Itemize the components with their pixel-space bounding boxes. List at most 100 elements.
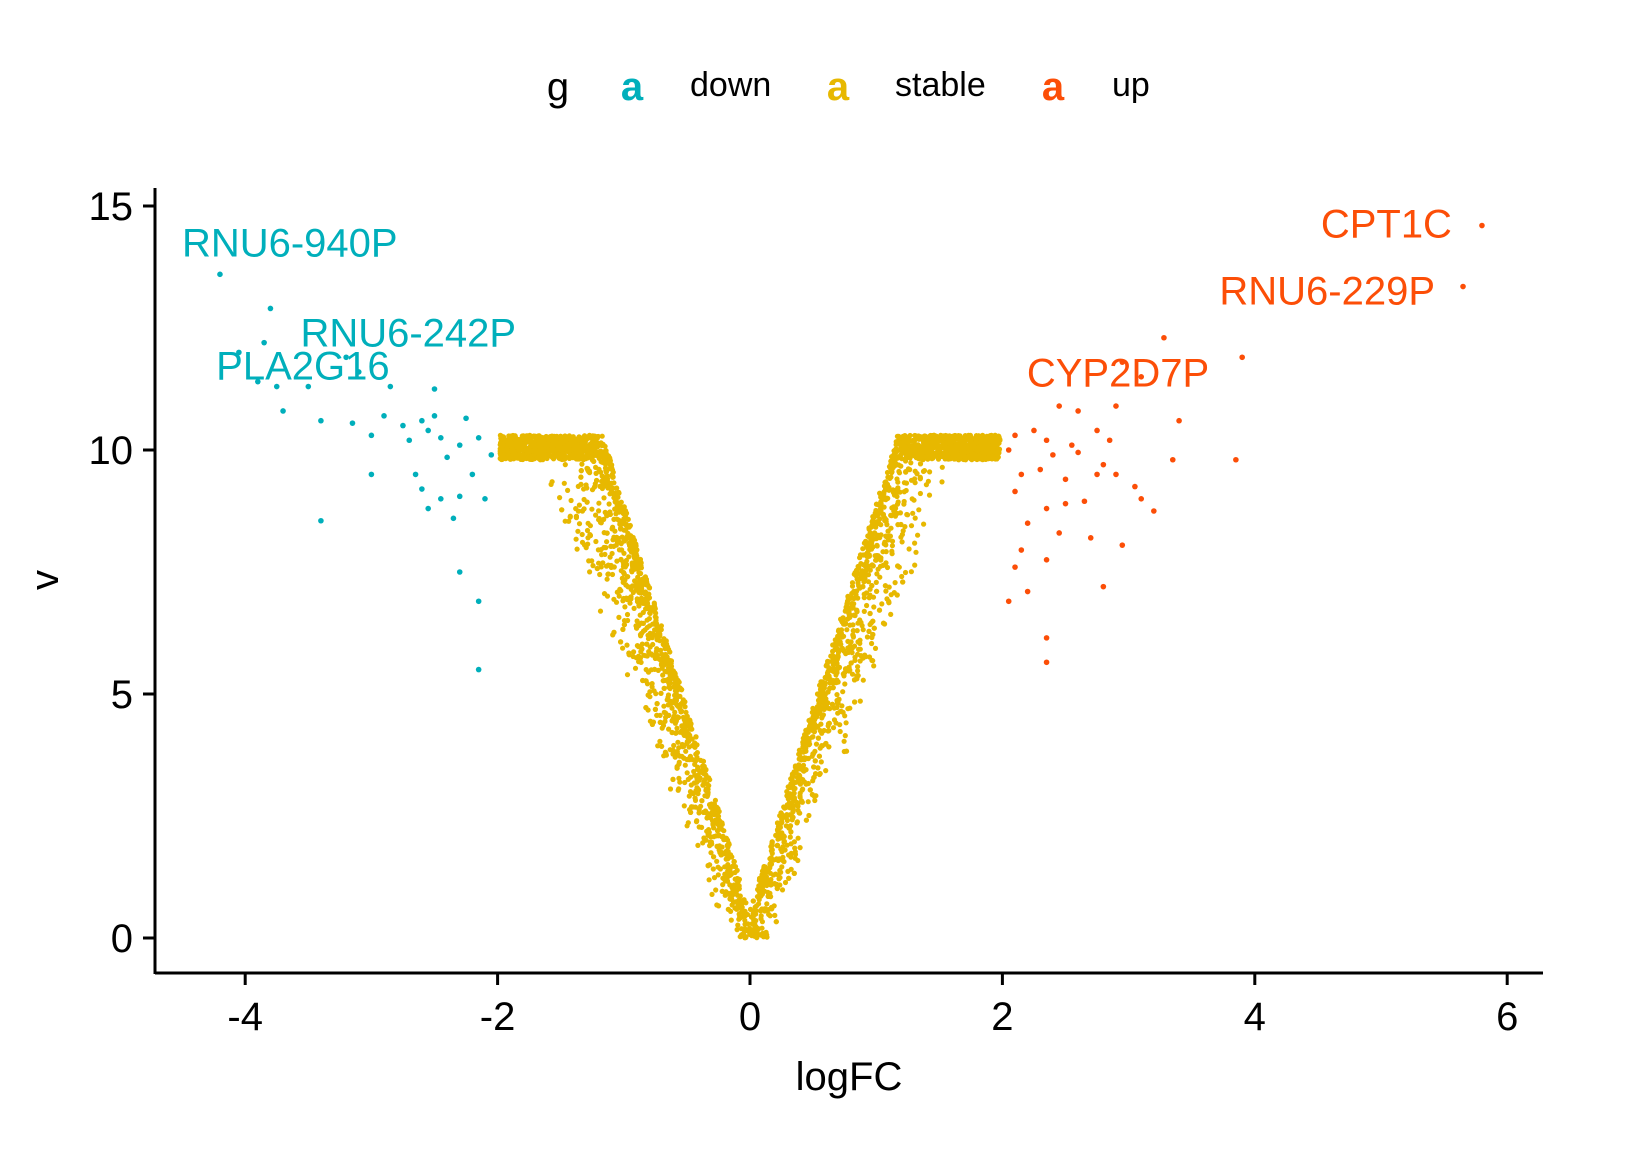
stable-point: [734, 927, 740, 933]
stable-point: [764, 882, 770, 889]
stable-point: [641, 575, 647, 582]
stable-point: [640, 609, 646, 616]
stable-point: [730, 863, 737, 869]
stable-point: [557, 495, 563, 501]
stable-point: [912, 476, 918, 482]
stable-point: [665, 692, 672, 698]
stable-point: [908, 460, 914, 466]
stable-point: [578, 481, 584, 487]
down-point: [387, 383, 394, 390]
stable-point: [596, 560, 602, 566]
stable-point: [674, 725, 680, 731]
stable-point: [823, 768, 829, 774]
stable-point: [800, 739, 806, 745]
stable-point: [506, 437, 512, 444]
stable-point: [892, 462, 898, 469]
up-point: [1479, 222, 1485, 229]
stable-point: [859, 572, 865, 578]
stable-point: [711, 854, 717, 860]
stable-point: [609, 526, 615, 532]
y-axis-title: v: [23, 570, 67, 590]
stable-point: [831, 668, 837, 675]
stable-point: [902, 438, 908, 444]
stable-point: [609, 550, 615, 557]
stable-point: [749, 929, 755, 935]
stable-point: [923, 441, 929, 447]
stable-point: [715, 821, 721, 828]
stable-point: [917, 476, 923, 482]
stable-point: [870, 594, 877, 600]
stable-point: [825, 668, 831, 674]
stable-point: [787, 812, 793, 818]
stable-point: [834, 677, 840, 683]
stable-point: [827, 706, 833, 712]
down-point: [343, 354, 349, 361]
stable-point: [869, 640, 875, 647]
stable-point: [682, 762, 688, 768]
stable-point: [889, 538, 896, 544]
stable-point: [871, 663, 877, 669]
stable-point: [990, 441, 996, 447]
stable-point: [849, 671, 856, 677]
stable-point: [631, 649, 637, 655]
up-point: [1050, 452, 1056, 458]
stable-point: [662, 749, 669, 755]
stable-point: [614, 485, 620, 491]
stable-point: [739, 898, 745, 904]
up-point: [1056, 403, 1062, 409]
stable-point: [512, 433, 518, 439]
up-point: [1233, 456, 1239, 463]
up-point: [1069, 442, 1075, 448]
stable-point: [825, 728, 831, 734]
stable-point: [624, 611, 631, 618]
stable-point: [763, 874, 770, 880]
stable-point: [764, 901, 770, 907]
stable-point: [682, 699, 688, 705]
stable-point: [761, 864, 767, 870]
stable-point: [616, 614, 622, 621]
stable-point: [968, 454, 975, 460]
stable-point: [765, 866, 772, 873]
stable-point: [776, 876, 782, 882]
stable-point: [888, 611, 894, 618]
down-point: [355, 369, 362, 375]
stable-point: [873, 557, 879, 563]
stable-point: [665, 644, 671, 650]
stable-point: [818, 679, 824, 685]
stable-point: [585, 520, 591, 526]
stable-point: [894, 510, 900, 517]
stable-point: [653, 691, 659, 697]
stable-point: [818, 688, 824, 694]
x-tick-label: 2: [991, 995, 1013, 1039]
stable-point: [536, 443, 542, 449]
stable-point: [604, 473, 611, 479]
up-point: [1094, 427, 1100, 434]
stable-point: [747, 906, 754, 913]
stable-point: [621, 622, 628, 628]
stable-point: [627, 542, 633, 549]
stable-point: [830, 662, 837, 668]
stable-point: [779, 811, 785, 818]
down-point: [456, 493, 463, 500]
stable-point: [898, 521, 904, 528]
stable-point: [727, 868, 733, 875]
stable-point: [968, 448, 974, 454]
up-point: [1062, 500, 1069, 507]
stable-point: [815, 735, 822, 741]
stable-point: [816, 753, 823, 759]
stable-point: [849, 645, 855, 651]
stable-point: [986, 455, 992, 461]
down-point: [456, 569, 463, 575]
stable-point: [657, 738, 663, 745]
stable-point: [590, 563, 596, 569]
stable-point: [658, 623, 665, 629]
stable-point: [675, 751, 681, 757]
stable-point: [822, 674, 828, 681]
x-tick-label: 0: [739, 995, 761, 1039]
stable-point: [598, 564, 604, 570]
stable-point: [782, 879, 789, 886]
stable-point: [647, 694, 653, 700]
stable-point: [806, 812, 812, 819]
stable-point: [950, 436, 956, 442]
stable-point: [703, 787, 709, 794]
